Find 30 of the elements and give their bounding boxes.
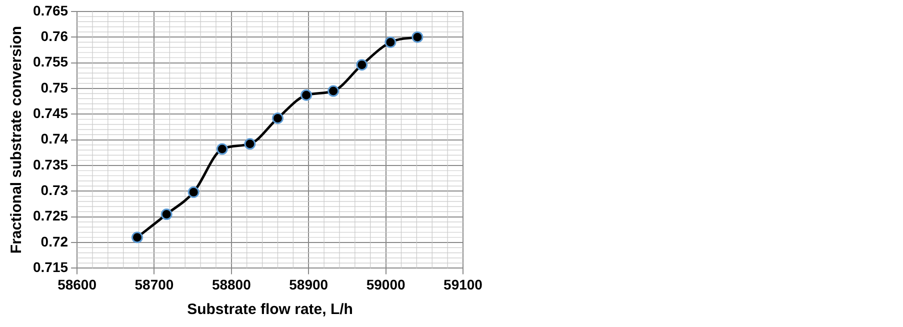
x-tick-label: 58600 (58, 276, 97, 292)
y-tick-label: 0.715 (32, 259, 68, 276)
point (412, 31, 424, 43)
point (272, 112, 284, 124)
y-tick-label: 0.755 (32, 54, 68, 70)
x-tick-label: 58700 (134, 276, 174, 292)
point (356, 59, 368, 71)
y-axis-title: Fractional substrate conversion (8, 26, 26, 254)
y-tick-label: 0.75 (40, 79, 68, 96)
y-tick-label: 0.745 (32, 104, 68, 121)
y-tick-label: 0.73 (40, 182, 68, 198)
point (244, 138, 256, 150)
point (384, 36, 396, 48)
x-tick-label: 58900 (289, 276, 328, 292)
y-tick-label: 0.74 (40, 130, 68, 147)
y-tick-label: 0.725 (32, 208, 68, 224)
point (216, 143, 228, 155)
y-tick-label: 0.765 (32, 2, 68, 18)
point (328, 85, 340, 97)
y-tick-label: 0.76 (40, 28, 68, 44)
x-tick-label: 58800 (212, 276, 252, 292)
point (131, 232, 143, 244)
x-tick-label: 59100 (444, 276, 483, 292)
point (188, 186, 200, 198)
y-tick-label: 0.72 (40, 233, 68, 250)
y-tick-label: 0.735 (32, 156, 68, 172)
x-tick-label: 59000 (366, 276, 406, 292)
point (160, 208, 172, 220)
point (300, 89, 312, 101)
x-axis-title: Substrate flow rate, L/h (187, 301, 353, 318)
